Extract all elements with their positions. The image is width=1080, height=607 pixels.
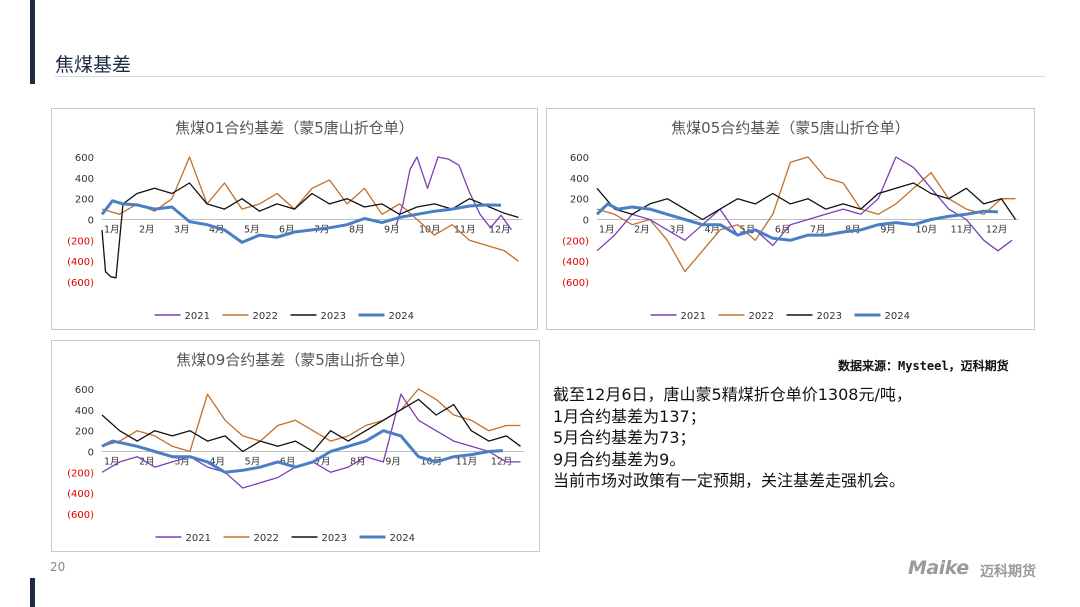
y-tick-label: 400 — [75, 406, 94, 417]
series-line-2024 — [100, 199, 502, 244]
page-number: 20 — [50, 560, 66, 574]
y-tick-label: (400) — [67, 257, 94, 268]
series-line-2023 — [101, 182, 519, 279]
legend-label: 2021 — [186, 533, 211, 544]
y-tick-label: 400 — [75, 174, 94, 185]
y-tick-label: 0 — [583, 216, 589, 227]
x-tick-label: 3月 — [174, 225, 190, 236]
x-tick-label: 3月 — [174, 457, 190, 468]
x-tick-label: 3月 — [669, 225, 685, 236]
x-tick-label: 5月 — [740, 225, 756, 236]
x-tick-label: 12月 — [986, 225, 1008, 236]
x-tick-label: 4月 — [210, 457, 226, 468]
series-line-2024 — [595, 202, 998, 242]
x-tick-label: 2月 — [139, 225, 155, 236]
legend-label: 2022 — [749, 311, 774, 322]
x-tick-label: 6月 — [279, 225, 295, 236]
series-line-2024 — [101, 429, 503, 474]
legend-label: 2021 — [681, 311, 706, 322]
x-tick-label: 11月 — [951, 225, 973, 236]
y-tick-label: 200 — [75, 195, 94, 206]
data-source-note: 数据来源：Mysteel，迈科期货 — [838, 359, 1009, 373]
x-tick-label: 7月 — [315, 457, 331, 468]
x-tick-label: 5月 — [244, 225, 260, 236]
series-line-2021 — [596, 156, 1013, 252]
y-tick-label: 200 — [570, 195, 589, 206]
chart-title: 焦煤09合约基差（蒙5唐山折仓单） — [176, 351, 415, 369]
series-line-2022 — [101, 388, 521, 453]
y-tick-label: 200 — [75, 427, 94, 438]
title-divider — [55, 76, 1045, 77]
x-tick-label: 12月 — [489, 225, 511, 236]
legend-label: 2022 — [254, 533, 279, 544]
x-tick-label: 12月 — [491, 457, 513, 468]
series-line-2022 — [596, 156, 1016, 273]
chart-panel-01: 焦煤01合约基差（蒙5唐山折仓单） 600 400 200 0 (200) (400) (60… — [51, 108, 538, 330]
x-tick-label: 11月 — [454, 225, 476, 236]
legend-label: 2023 — [817, 311, 842, 322]
chart-09: 焦煤09合约基差（蒙5唐山折仓单） 600 400 200 0 (200) (400) (60… — [67, 351, 524, 544]
series-line-2021 — [395, 156, 513, 231]
summary-line: 5月合约基差为73； — [553, 428, 696, 447]
chart-01: 焦煤01合约基差（蒙5唐山折仓单） 600 400 200 0 (200) (400) (60… — [67, 119, 522, 322]
summary-line: 9月合约基差为9。 — [553, 449, 686, 469]
y-tick-label: (400) — [562, 257, 589, 268]
summary-text: 截至12月6日，唐山蒙5精煤折仓单价1308元/吨， 1月合约基差为137； 5… — [553, 384, 912, 492]
legend-label: 2022 — [253, 311, 278, 322]
chart-title: 焦煤01合约基差（蒙5唐山折仓单） — [175, 119, 414, 137]
x-tick-label: 9月 — [880, 225, 896, 236]
summary-line: 当前市场对政策有一定预期，关注基差走强机会。 — [553, 471, 906, 490]
series-line-2022 — [101, 156, 519, 262]
summary-line: 1月合约基差为137； — [553, 406, 706, 426]
x-tick-label: 10月 — [419, 225, 441, 236]
x-tick-label: 1月 — [104, 225, 120, 236]
x-tick-label: 1月 — [104, 457, 120, 468]
chart-panel-09: 焦煤09合约基差（蒙5唐山折仓单） 600 400 200 0 (200) (400) (60… — [51, 340, 540, 552]
y-tick-label: (400) — [67, 489, 94, 500]
x-tick-label: 10月 — [916, 225, 938, 236]
y-tick-label: (600) — [67, 510, 94, 521]
x-tick-label: 7月 — [810, 225, 826, 236]
chart-title: 焦煤05合约基差（蒙5唐山折仓单） — [671, 119, 910, 137]
x-tick-label: 1月 — [599, 225, 615, 236]
legend-label: 2024 — [390, 533, 415, 544]
series-line-2023 — [101, 398, 521, 453]
y-tick-label: (200) — [67, 236, 94, 247]
y-tick-label: (200) — [67, 468, 94, 479]
series-line-2023 — [596, 182, 1017, 221]
legend-label: 2024 — [885, 311, 910, 322]
maike-logo: Maike 迈科期货 — [908, 557, 1043, 581]
y-tick-label: 400 — [570, 174, 589, 185]
summary-line: 截至12月6日，唐山蒙5精煤折仓单价1308元/吨， — [553, 385, 912, 404]
y-tick-label: (200) — [562, 236, 589, 247]
y-tick-label: 0 — [88, 216, 94, 227]
x-tick-label: 8月 — [349, 225, 365, 236]
y-tick-label: (600) — [562, 278, 589, 289]
x-tick-label: 2月 — [634, 225, 650, 236]
x-tick-label: 11月 — [456, 457, 478, 468]
y-tick-label: 600 — [570, 153, 589, 164]
left-accent-bar-bottom — [30, 578, 35, 607]
x-tick-label: 9月 — [384, 225, 400, 236]
y-tick-label: 0 — [88, 448, 94, 459]
y-tick-label: 600 — [75, 153, 94, 164]
chart-panel-05: 焦煤05合约基差（蒙5唐山折仓单） 600 400 200 0 (200) (400) (60… — [546, 108, 1035, 330]
logo-brand: Maike — [908, 557, 969, 579]
legend-label: 2024 — [389, 311, 414, 322]
x-tick-label: 6月 — [280, 457, 296, 468]
x-tick-label: 9月 — [385, 457, 401, 468]
chart-05: 焦煤05合约基差（蒙5唐山折仓单） 600 400 200 0 (200) (400) (60… — [562, 119, 1019, 322]
page-title: 焦煤基差 — [55, 54, 132, 76]
y-tick-label: (600) — [67, 278, 94, 289]
x-tick-label: 4月 — [705, 225, 721, 236]
x-tick-label: 4月 — [209, 225, 225, 236]
y-tick-label: 600 — [75, 385, 94, 396]
x-tick-label: 5月 — [245, 457, 261, 468]
legend-label: 2021 — [185, 311, 210, 322]
x-tick-label: 6月 — [775, 225, 791, 236]
legend-label: 2023 — [321, 311, 346, 322]
left-accent-bar-top — [30, 0, 35, 84]
legend-label: 2023 — [322, 533, 347, 544]
logo-cn-text: 迈科期货 — [980, 564, 1036, 580]
